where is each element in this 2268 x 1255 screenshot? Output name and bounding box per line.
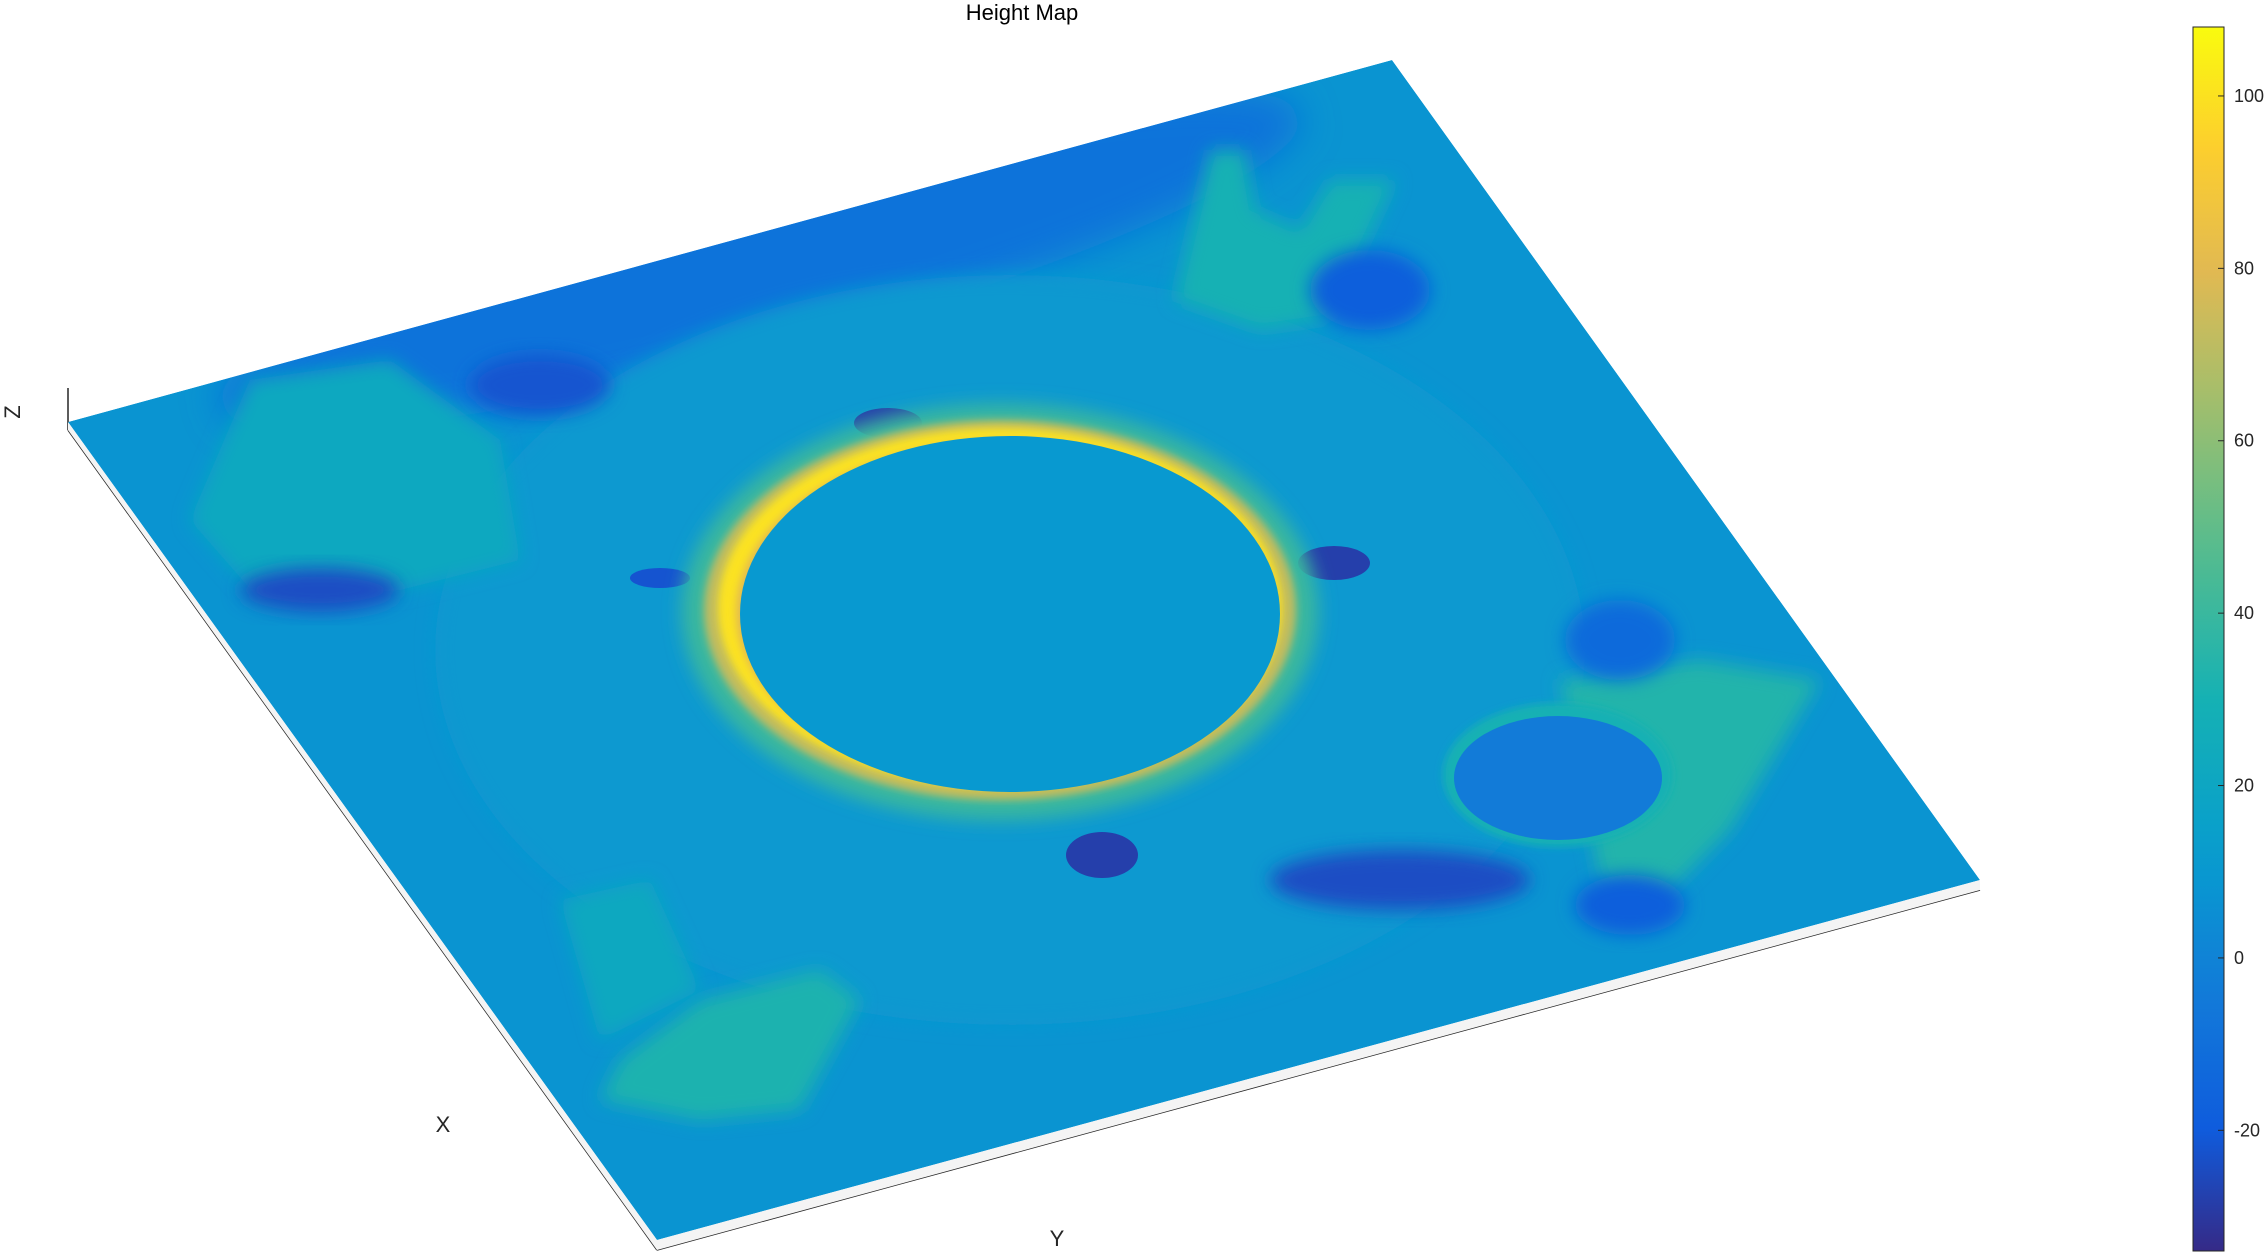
colorbar-tick-label: 0 bbox=[2234, 948, 2244, 968]
colorbar-ramp bbox=[2192, 26, 2225, 1252]
colorbar-tick-label: 80 bbox=[2234, 258, 2254, 278]
x-axis-label: X bbox=[436, 1112, 451, 1137]
surface-tab-bottom-left bbox=[560, 880, 700, 1040]
surface-bolt-hole-bottom bbox=[1066, 832, 1138, 878]
surface-plot bbox=[68, 60, 1980, 1240]
chart-title: Height Map bbox=[966, 0, 1079, 25]
surface-recess-right-bottom bbox=[1575, 875, 1685, 935]
surface-tab-left bbox=[190, 360, 520, 600]
colorbar-ticks: -20 0 20 40 60 80 100 bbox=[2218, 86, 2264, 1140]
colorbar-tick-label: 100 bbox=[2234, 86, 2264, 106]
surface-tab-bottom bbox=[600, 970, 860, 1120]
surface-recess-left bbox=[240, 568, 400, 612]
surface-shade-far-edge bbox=[218, 90, 1302, 430]
colorbar-tick-label: 40 bbox=[2234, 603, 2254, 623]
surface-bolt-hole-right bbox=[1298, 546, 1370, 580]
y-axis-label: Y bbox=[1050, 1226, 1065, 1251]
colorbar-tick-label: 60 bbox=[2234, 431, 2254, 451]
colorbar: -20 0 20 40 60 80 100 bbox=[2192, 26, 2264, 1252]
surface-side-hole bbox=[1454, 716, 1662, 840]
colorbar-tick-label: 20 bbox=[2234, 776, 2254, 796]
surface-recess-upper-right bbox=[1310, 250, 1430, 330]
surface-recess-top bbox=[470, 355, 610, 415]
surface-central-hole bbox=[740, 436, 1280, 792]
z-axis-label: Z bbox=[0, 405, 25, 418]
colorbar-tick-label: -20 bbox=[2234, 1120, 2260, 1140]
surface-notch-left bbox=[630, 568, 690, 588]
surface-recess-bottom-right bbox=[1270, 850, 1530, 910]
surface-recess-far-right bbox=[1565, 600, 1675, 680]
